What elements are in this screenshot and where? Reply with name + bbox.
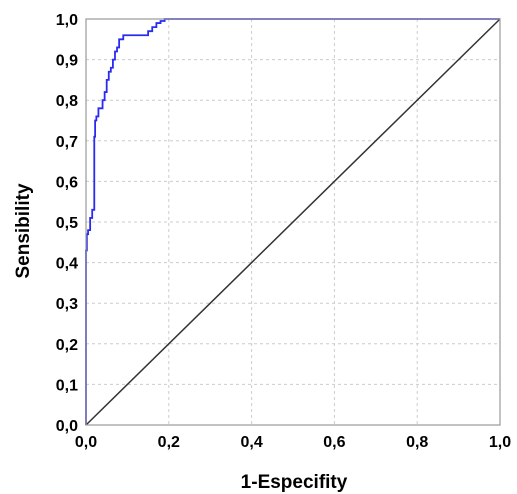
y-tick-label: 1,0 bbox=[56, 12, 78, 29]
y-tick-label: 0,1 bbox=[56, 377, 78, 394]
tick-labels: 0,0 0,2 0,4 0,6 0,8 1,0 0,0 0,1 0,2 0,3 0,4 0,5 0,6 0… bbox=[56, 12, 511, 451]
x-axis-title: 1-Especifity bbox=[241, 472, 348, 493]
reference-diagonal-line bbox=[85, 18, 501, 426]
x-tick-label: 0,0 bbox=[75, 434, 97, 451]
y-tick-label: 0,7 bbox=[56, 134, 78, 151]
x-tick-label: 0,4 bbox=[240, 434, 262, 451]
plot-frame bbox=[85, 18, 501, 426]
x-tick-label: 1,0 bbox=[489, 434, 511, 451]
x-tick-label: 0,6 bbox=[323, 434, 345, 451]
y-tick-label: 0,2 bbox=[56, 337, 78, 354]
y-tick-label: 0,8 bbox=[56, 93, 78, 110]
x-tick-label: 0,8 bbox=[406, 434, 428, 451]
y-axis-title: Sensibility bbox=[13, 183, 34, 278]
y-tick-label: 0,3 bbox=[56, 296, 78, 313]
y-tick-label: 0,4 bbox=[56, 256, 78, 273]
grid-lines bbox=[86, 19, 500, 425]
y-tick-label: 0,9 bbox=[56, 53, 78, 70]
roc-curve-line bbox=[85, 18, 500, 425]
y-tick-label: 0,0 bbox=[56, 418, 78, 435]
y-tick-label: 0,6 bbox=[56, 174, 78, 191]
y-tick-label: 0,5 bbox=[56, 215, 78, 232]
series-layer bbox=[85, 18, 501, 426]
x-tick-label: 0,2 bbox=[158, 434, 180, 451]
